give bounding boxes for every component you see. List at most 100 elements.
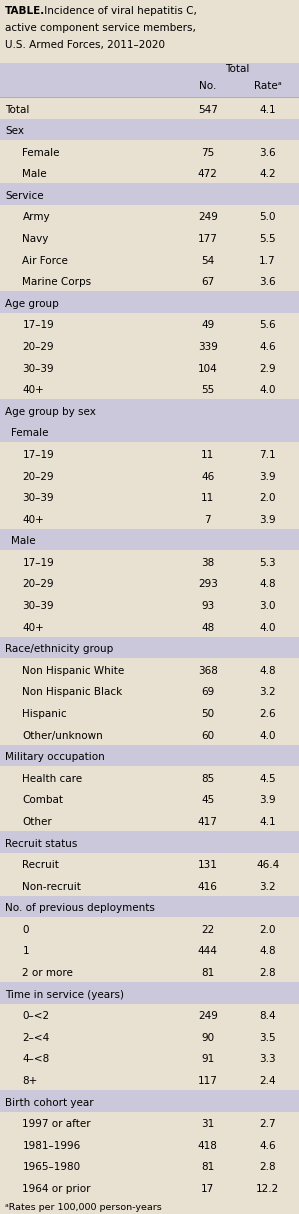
Text: 11: 11 <box>201 493 214 503</box>
Text: 91: 91 <box>201 1055 214 1065</box>
Text: 2.0: 2.0 <box>259 925 276 935</box>
Bar <box>0 938 299 960</box>
Text: 5.3: 5.3 <box>259 558 276 568</box>
Text: 4.8: 4.8 <box>259 665 276 676</box>
Text: 0–<2: 0–<2 <box>22 1011 50 1021</box>
Text: 31: 31 <box>201 1119 214 1129</box>
Text: 2.9: 2.9 <box>259 364 276 374</box>
Text: 3.9: 3.9 <box>259 515 276 524</box>
Bar <box>0 1176 299 1198</box>
Bar <box>0 1112 299 1133</box>
Bar <box>0 615 299 636</box>
Text: Health care: Health care <box>22 773 83 784</box>
Text: Recruit status: Recruit status <box>5 839 78 849</box>
Bar <box>0 63 299 97</box>
Text: Non Hispanic Black: Non Hispanic Black <box>22 687 123 697</box>
Text: 1965–1980: 1965–1980 <box>22 1162 80 1173</box>
Bar <box>0 183 299 205</box>
Text: 4.2: 4.2 <box>259 169 276 180</box>
Text: 104: 104 <box>198 364 218 374</box>
Text: 4.0: 4.0 <box>259 731 276 741</box>
Text: 2.6: 2.6 <box>259 709 276 719</box>
Text: Sex: Sex <box>5 126 25 136</box>
Text: 20–29: 20–29 <box>22 342 54 352</box>
Text: Hispanic: Hispanic <box>22 709 67 719</box>
Text: 40+: 40+ <box>22 623 44 632</box>
Bar <box>0 918 299 938</box>
Bar <box>0 227 299 248</box>
Text: 2.4: 2.4 <box>259 1076 276 1087</box>
Text: 17–19: 17–19 <box>22 320 54 330</box>
Text: No. of previous deployments: No. of previous deployments <box>5 903 155 913</box>
Text: 3.6: 3.6 <box>259 148 276 158</box>
Text: 93: 93 <box>201 601 214 611</box>
Text: 4.1: 4.1 <box>259 817 276 827</box>
Bar <box>0 1046 299 1068</box>
Text: 418: 418 <box>198 1141 218 1151</box>
Text: 50: 50 <box>201 709 214 719</box>
Text: Birth cohort year: Birth cohort year <box>5 1097 94 1107</box>
Bar <box>0 119 299 140</box>
Text: Time in service (years): Time in service (years) <box>5 989 124 999</box>
Bar <box>0 680 299 702</box>
Text: Non Hispanic White: Non Hispanic White <box>22 665 125 676</box>
Bar <box>0 97 299 119</box>
Bar <box>0 1004 299 1026</box>
Text: Recruit: Recruit <box>22 861 59 870</box>
Text: 3.0: 3.0 <box>259 601 276 611</box>
Text: 85: 85 <box>201 773 214 784</box>
Text: 5.5: 5.5 <box>259 234 276 244</box>
Bar <box>0 421 299 442</box>
Bar <box>0 1026 299 1046</box>
Text: 3.9: 3.9 <box>259 471 276 482</box>
Bar <box>0 852 299 874</box>
Text: 67: 67 <box>201 277 214 288</box>
Text: Other: Other <box>22 817 52 827</box>
Bar <box>0 1068 299 1090</box>
Text: Air Force: Air Force <box>22 256 68 266</box>
Text: 3.2: 3.2 <box>259 881 276 892</box>
Text: 1: 1 <box>22 947 29 957</box>
Bar <box>0 291 299 313</box>
Text: 249: 249 <box>198 1011 218 1021</box>
Text: 48: 48 <box>201 623 214 632</box>
Text: Race/ethnicity group: Race/ethnicity group <box>5 645 114 654</box>
Text: Female: Female <box>11 429 49 438</box>
Bar <box>0 960 299 982</box>
Text: 3.9: 3.9 <box>259 795 276 805</box>
Text: Service: Service <box>5 191 44 200</box>
Text: 368: 368 <box>198 665 218 676</box>
Bar <box>0 832 299 852</box>
Text: 8+: 8+ <box>22 1076 38 1087</box>
Text: 4.5: 4.5 <box>259 773 276 784</box>
Text: Marine Corps: Marine Corps <box>22 277 91 288</box>
Text: Combat: Combat <box>22 795 63 805</box>
Text: Age group by sex: Age group by sex <box>5 407 96 416</box>
Text: 131: 131 <box>198 861 218 870</box>
Bar <box>0 464 299 486</box>
Text: 547: 547 <box>198 104 218 114</box>
Text: 69: 69 <box>201 687 214 697</box>
Text: 3.3: 3.3 <box>259 1055 276 1065</box>
Bar <box>0 982 299 1004</box>
Text: 2 or more: 2 or more <box>22 968 73 978</box>
Bar <box>0 1090 299 1112</box>
Text: Total: Total <box>225 64 250 74</box>
Bar <box>0 399 299 421</box>
Text: Age group: Age group <box>5 299 59 308</box>
Text: 2.8: 2.8 <box>259 1162 276 1173</box>
Text: 4.6: 4.6 <box>259 342 276 352</box>
Text: 472: 472 <box>198 169 218 180</box>
Bar <box>0 378 299 399</box>
Bar <box>0 572 299 594</box>
Bar <box>0 486 299 507</box>
Text: 293: 293 <box>198 579 218 590</box>
Text: No.: No. <box>199 81 216 91</box>
Text: 17–19: 17–19 <box>22 558 54 568</box>
Text: 11: 11 <box>201 450 214 460</box>
Bar <box>0 529 299 550</box>
Text: 54: 54 <box>201 256 214 266</box>
Text: Male: Male <box>22 169 47 180</box>
Bar <box>0 161 299 183</box>
Text: 4–<8: 4–<8 <box>22 1055 50 1065</box>
